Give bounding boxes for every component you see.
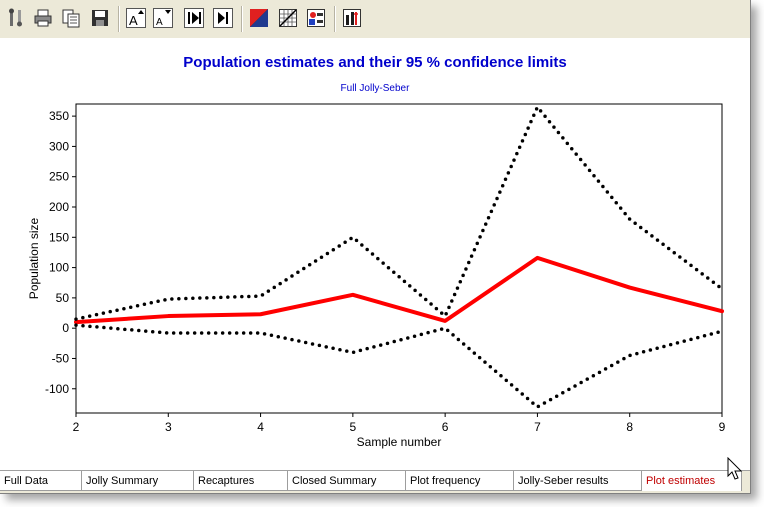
y-tick-label: 100 [49, 261, 69, 275]
tools-button[interactable] [6, 7, 28, 29]
x-tick-label: 2 [73, 420, 80, 434]
font-smaller-button[interactable]: A [152, 7, 174, 29]
tab-jolly-summary[interactable]: Jolly Summary [82, 471, 194, 491]
y-tick-label: 50 [56, 291, 70, 305]
y-tick-label: 200 [49, 200, 69, 214]
svg-text:A: A [129, 13, 138, 28]
sheet-tabs: Full Data Jolly Summary Recaptures Closed S… [0, 470, 750, 493]
last-icon [213, 8, 233, 28]
y-tick-label: 350 [49, 109, 69, 123]
mouse-cursor-icon [727, 457, 743, 480]
toolbar-separator [118, 6, 120, 32]
first-button[interactable] [183, 7, 205, 29]
y-tick-label: 150 [49, 230, 69, 244]
first-icon [184, 8, 204, 28]
save-icon [92, 10, 108, 26]
y-axis-label: Population size [27, 217, 41, 299]
toolbar: A A [0, 0, 750, 39]
toolbar-separator [334, 6, 336, 32]
print-icon [34, 9, 52, 27]
chart-subtitle: Full Jolly-Seber [340, 83, 410, 94]
y-tick-label: 250 [49, 170, 69, 184]
tab-closed-summary[interactable]: Closed Summary [288, 471, 406, 491]
tab-plot-estimates[interactable]: Plot estimates [642, 471, 742, 491]
copy-button[interactable] [60, 7, 82, 29]
tab-jolly-seber-results[interactable]: Jolly-Seber results [514, 471, 642, 491]
x-tick-label: 8 [626, 420, 633, 434]
population-chart: 350 300 250 200 150 100 50 0 -50 -100 2 3 4 5 6 7 8 9 Samp… [27, 103, 726, 449]
legend-icon [307, 9, 325, 27]
save-button[interactable] [89, 7, 111, 29]
toolbar-separator [241, 6, 243, 32]
tab-plot-frequency[interactable]: Plot frequency [406, 471, 514, 491]
x-axis-label: Sample number [357, 435, 442, 449]
x-tick-label: 7 [534, 420, 541, 434]
print-button[interactable] [32, 7, 54, 29]
chart-options-icon [343, 9, 361, 27]
chart-title: Population estimates and their 95 % conf… [183, 54, 567, 71]
x-tick-label: 3 [165, 420, 172, 434]
plot-area: Population estimates and their 95 % conf… [0, 38, 750, 468]
grid-button[interactable] [277, 7, 299, 29]
y-tick-label: 0 [62, 321, 69, 335]
y-tick-label: -100 [45, 382, 69, 396]
tab-recaptures[interactable]: Recaptures [194, 471, 288, 491]
color-button[interactable] [248, 7, 270, 29]
font-larger-button[interactable]: A [125, 7, 147, 29]
upper-limit-line [74, 105, 724, 321]
estimate-line [74, 255, 724, 325]
legend-button[interactable] [305, 7, 327, 29]
plot-frame [75, 103, 723, 414]
tools-icon [9, 8, 22, 27]
last-button[interactable] [212, 7, 234, 29]
font-smaller-icon: A [153, 8, 173, 28]
y-tick-label: 300 [49, 139, 69, 153]
color-icon [250, 9, 268, 27]
chart-options-button[interactable] [341, 7, 363, 29]
x-tick-label: 5 [350, 420, 357, 434]
x-tick-label: 9 [719, 420, 726, 434]
copy-icon [62, 9, 80, 28]
x-tick-label: 4 [257, 420, 264, 434]
y-tick-label: -50 [52, 351, 70, 365]
grid-icon [279, 9, 297, 27]
app-window: A A [0, 0, 751, 494]
tab-full-data[interactable]: Full Data [0, 471, 82, 491]
font-larger-icon: A [126, 8, 146, 28]
svg-text:A: A [156, 17, 163, 28]
x-tick-label: 6 [442, 420, 449, 434]
